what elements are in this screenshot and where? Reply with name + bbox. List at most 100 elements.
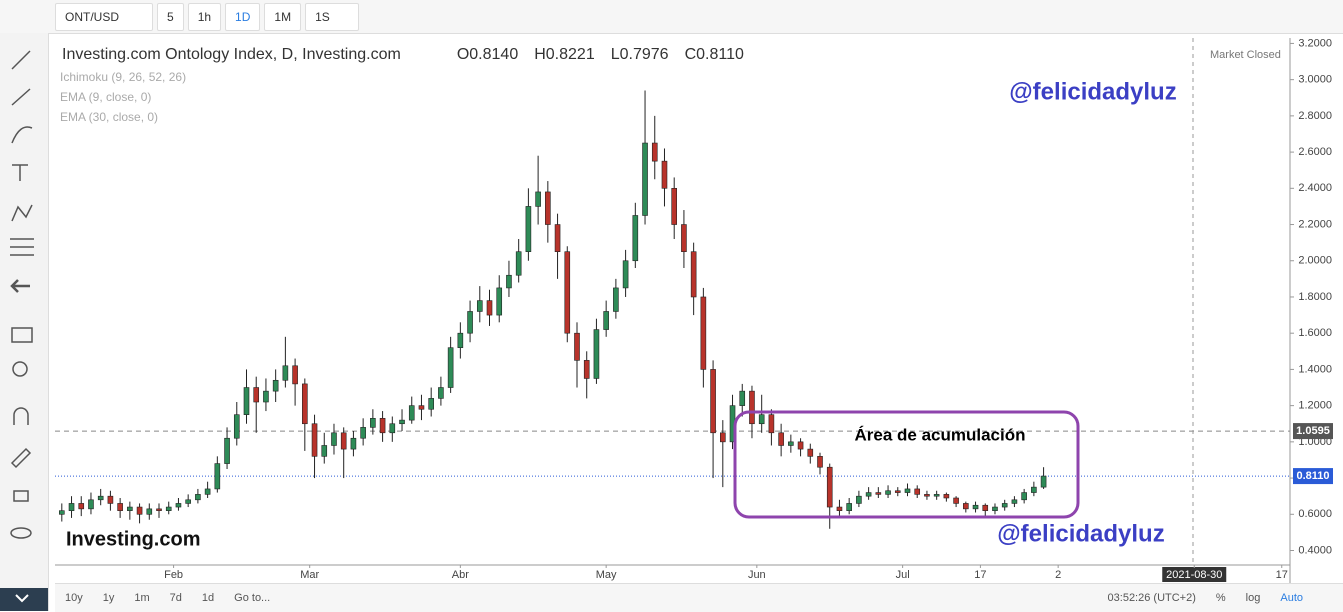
candle-body xyxy=(321,445,328,457)
candle-body xyxy=(943,494,950,499)
candle-body xyxy=(408,405,415,421)
candle-body xyxy=(875,492,882,495)
candle-body xyxy=(768,414,775,434)
candle-body xyxy=(1001,503,1008,508)
ohlc-close: C0.8110 xyxy=(684,46,744,63)
x-tick-label: Jul xyxy=(896,569,910,581)
candle-body xyxy=(690,251,697,298)
icon[interactable] xyxy=(10,238,34,256)
chart-header: Investing.com Ontology Index, D, Investi… xyxy=(62,46,744,64)
candle-body xyxy=(593,329,600,379)
icon[interactable] xyxy=(11,50,31,70)
indicator[interactable]: EMA (30, close, 0) xyxy=(60,110,159,124)
candle-body xyxy=(1031,486,1037,493)
candle-body xyxy=(282,365,289,381)
candle-body xyxy=(272,379,279,392)
interval[interactable]: 1D xyxy=(225,3,261,31)
candle-body xyxy=(515,251,522,276)
candle-body xyxy=(476,300,483,312)
candle-body xyxy=(885,490,891,495)
candle-body xyxy=(972,504,979,510)
ohlc-open: O0.8140 xyxy=(456,46,519,63)
icon[interactable] xyxy=(13,490,29,502)
candle-body xyxy=(136,506,143,515)
candle-body xyxy=(720,432,726,443)
range-button[interactable]: 7d xyxy=(169,592,182,604)
price-tag xyxy=(1293,423,1333,440)
candle-body xyxy=(963,503,969,510)
icon[interactable] xyxy=(10,447,32,469)
percent-toggle[interactable]: % xyxy=(1215,592,1226,604)
candle-body xyxy=(311,423,318,457)
candle-body xyxy=(1021,492,1027,501)
interval[interactable]: 1S xyxy=(305,3,360,31)
x-tick-label: Mar xyxy=(300,569,319,581)
candle-body xyxy=(467,311,473,334)
y-tick-label: 1.4000 xyxy=(1298,363,1332,375)
candle-body xyxy=(671,188,678,225)
candle-body xyxy=(146,508,153,515)
candle-body xyxy=(603,311,609,330)
candle-body xyxy=(428,398,434,410)
watermark: @felicidadyluz xyxy=(997,520,1164,547)
y-tick-label: 2.0000 xyxy=(1298,255,1332,267)
candle-body xyxy=(214,463,221,490)
icon[interactable] xyxy=(11,204,33,222)
candle-body xyxy=(632,215,639,262)
candle-body xyxy=(661,160,668,189)
x-tick-label: Feb xyxy=(164,569,183,581)
icon[interactable] xyxy=(13,407,29,425)
interval[interactable]: 1h xyxy=(187,3,222,31)
interval[interactable]: 1M xyxy=(264,3,302,31)
candle-body xyxy=(78,503,85,510)
candle-body xyxy=(525,206,532,252)
chart-title: Investing.com Ontology Index, D, Investi… xyxy=(62,46,401,63)
price-tag-label: 1.0595 xyxy=(1296,425,1330,437)
candle-body xyxy=(651,142,658,162)
candle-body xyxy=(263,390,269,403)
range-button[interactable]: 1m xyxy=(134,592,150,604)
symbol[interactable]: ONT/USD xyxy=(55,3,153,31)
range-button[interactable]: 1y xyxy=(102,592,115,604)
icon[interactable] xyxy=(11,88,31,106)
y-tick-label: 0.6000 xyxy=(1298,508,1332,520)
candle-body xyxy=(574,332,580,361)
candle-body xyxy=(554,224,561,252)
candle-body xyxy=(535,191,541,207)
candle-body xyxy=(613,287,619,312)
ohlc-high: H0.8221 xyxy=(534,46,595,63)
candle-body xyxy=(370,418,376,428)
goto-button[interactable]: Go to... xyxy=(234,592,271,604)
crosshair-date-box xyxy=(1162,567,1227,582)
candle-body xyxy=(894,490,901,493)
candle-body xyxy=(924,494,930,497)
indicator[interactable]: Ichimoku (9, 26, 52, 26) xyxy=(60,70,187,84)
icon[interactable] xyxy=(11,126,33,144)
y-tick-label: 1.2000 xyxy=(1298,400,1332,412)
y-tick-label: 1.8000 xyxy=(1298,291,1332,303)
candle-body xyxy=(68,503,75,511)
candle-body xyxy=(185,499,191,504)
range-button[interactable]: 1d xyxy=(201,592,215,604)
candle-body xyxy=(583,360,590,379)
icon[interactable] xyxy=(12,361,28,377)
candle-body xyxy=(340,432,347,450)
market-status: Market Closed xyxy=(1210,49,1281,61)
candle-body xyxy=(739,390,746,406)
icon[interactable] xyxy=(10,279,30,293)
candle-body xyxy=(700,296,707,370)
range-button[interactable]: 10y xyxy=(65,592,83,604)
icon[interactable] xyxy=(10,527,32,539)
icon[interactable] xyxy=(12,164,28,181)
candle-body xyxy=(486,300,493,316)
candle-body xyxy=(836,506,843,511)
interval[interactable]: 5 xyxy=(157,3,184,31)
icon[interactable] xyxy=(11,327,33,343)
indicator[interactable]: EMA (9, close, 0) xyxy=(60,90,152,104)
x-tick-label: 2021-08-30 xyxy=(1166,569,1222,581)
log-toggle[interactable]: log xyxy=(1245,592,1261,604)
auto-toggle[interactable]: Auto xyxy=(1280,592,1303,604)
candle-body xyxy=(506,274,512,289)
